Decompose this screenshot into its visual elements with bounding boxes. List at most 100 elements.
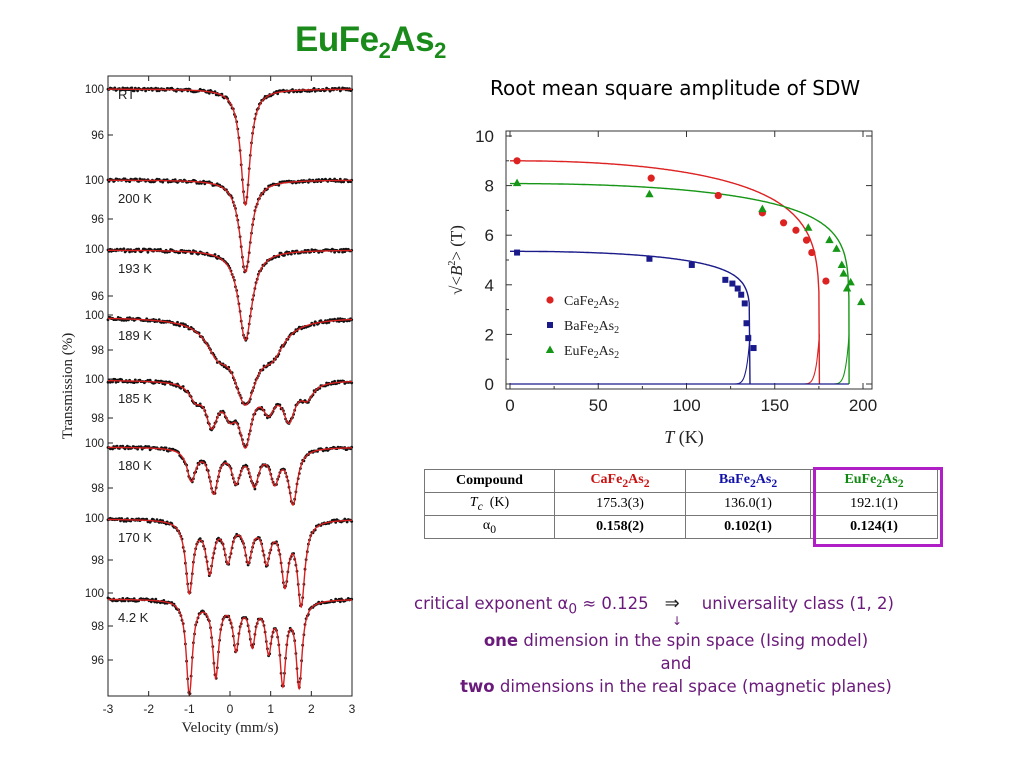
y-tick-label: 100 xyxy=(85,588,104,600)
cell-ba-alpha: 0.102(1) xyxy=(685,515,811,539)
data-point xyxy=(738,291,745,298)
spectrum-panel: 4.2 K 100 98 96 xyxy=(85,588,354,698)
spectrum-point xyxy=(333,177,336,181)
y-tick-label: 2 xyxy=(485,325,494,344)
fit-line xyxy=(510,182,850,385)
fit-line xyxy=(510,160,821,385)
implies-arrow-icon: ⇒ xyxy=(664,593,680,614)
sdw-chart-title: Root mean square amplitude of SDW xyxy=(490,76,861,100)
y-tick-label: 100 xyxy=(85,513,104,525)
header-cafe2as2: CaFe2As2 xyxy=(554,469,686,493)
data-point xyxy=(513,157,521,165)
panel-temperature-label: 185 K xyxy=(118,391,152,406)
data-point xyxy=(714,191,722,200)
cell-eu-alpha: 0.124(1) xyxy=(810,515,938,539)
data-point xyxy=(822,277,830,285)
spectrum-point xyxy=(198,537,202,540)
legend-marker xyxy=(545,345,555,353)
x-tick-label: 1 xyxy=(267,702,274,716)
cell-ca-tc: 175.3(3) xyxy=(554,492,686,516)
x-axis-label: Velocity (mm/s) xyxy=(181,720,278,736)
y-tick-label: 96 xyxy=(91,214,104,226)
x-tick-label: 200 xyxy=(849,396,877,415)
cell-eu-tc: 192.1(1) xyxy=(810,492,938,516)
data-point xyxy=(512,178,522,187)
data-point xyxy=(745,335,752,342)
spectrum-point xyxy=(336,317,340,321)
data-point xyxy=(758,204,767,213)
data-point xyxy=(779,219,788,227)
x-tick-label: -1 xyxy=(184,702,195,716)
data-point xyxy=(842,284,852,292)
data-point xyxy=(722,276,729,283)
panel-temperature-label: 180 K xyxy=(118,458,152,473)
data-point xyxy=(825,235,834,244)
data-point xyxy=(743,320,750,327)
down-arrow-icon: ↓ xyxy=(672,614,683,628)
cell-ca-alpha: 0.158(2) xyxy=(554,515,686,539)
y-tick-label: 96 xyxy=(91,291,104,303)
y-tick-label: 98 xyxy=(91,621,104,633)
data-point xyxy=(832,244,841,252)
y-axis-label: Transmission (%) xyxy=(60,333,76,440)
x-tick-label: 100 xyxy=(672,396,700,415)
spectrum-point xyxy=(132,381,136,384)
spectrum-point xyxy=(132,89,136,93)
spectrum-point xyxy=(128,250,131,254)
spectrum-point xyxy=(341,250,344,254)
y-tick-label: 100 xyxy=(85,244,104,256)
x-tick-label: 2 xyxy=(308,702,315,716)
x-tick-label: 0 xyxy=(227,702,234,716)
x-tick-label: 50 xyxy=(589,396,608,415)
slide-title: EuFe2As2 xyxy=(295,20,446,63)
table-row: Tc (K) 175.3(3) 136.0(1) 192.1(1) xyxy=(424,492,938,516)
x-tick-label: -3 xyxy=(103,702,114,716)
conclusion-text: critical exponent α0 ≈ 0.125 ⇒ universalit… xyxy=(396,592,956,698)
legend-label: CaFe2As2 xyxy=(564,294,619,311)
spectrum-panel: 180 K 100 98 xyxy=(85,438,354,506)
spectrum-point xyxy=(223,460,227,463)
data-point xyxy=(846,277,855,286)
row-label-alpha: α0 xyxy=(424,515,555,539)
y-tick-label: 100 xyxy=(85,438,104,450)
spectrum-point xyxy=(168,380,171,384)
fit-line-rise xyxy=(827,334,850,385)
spectrum-panel: 189 K 100 98 xyxy=(85,310,354,406)
y-tick-label: 100 xyxy=(85,310,104,322)
spectrum-point xyxy=(161,180,165,184)
fit-line xyxy=(510,250,751,385)
spectrum-point xyxy=(146,250,150,254)
spectrum-point xyxy=(136,89,139,93)
spectrum-point xyxy=(283,253,286,257)
table-row: α0 0.158(2) 0.102(1) 0.124(1) xyxy=(424,515,938,539)
y-tick-label: 0 xyxy=(485,375,494,394)
critical-parameters-table: Compound CaFe2As2 BaFe2As2 EuFe2As2 Tc (… xyxy=(424,469,938,539)
spectrum-point xyxy=(333,379,336,383)
data-point xyxy=(741,300,748,307)
y-tick-label: 100 xyxy=(85,374,104,386)
spectrum-point xyxy=(124,519,128,523)
y-tick-label: 98 xyxy=(91,413,104,425)
fit-line-rise xyxy=(728,334,751,385)
spectrum-point xyxy=(154,597,158,601)
data-point xyxy=(837,260,847,268)
spectrum-point xyxy=(137,247,141,251)
legend-marker xyxy=(546,296,554,304)
y-tick-label: 96 xyxy=(91,130,104,142)
y-tick-label: 100 xyxy=(85,175,104,187)
spectrum-point xyxy=(122,247,126,251)
plot-frame xyxy=(107,75,353,697)
data-point xyxy=(802,236,811,244)
spectrum-fit-line xyxy=(108,88,352,207)
header-compound: Compound xyxy=(424,469,555,493)
header-eufe2as2: EuFe2As2 xyxy=(810,469,938,493)
panel-temperature-label: 170 K xyxy=(118,530,152,545)
and-line: and xyxy=(660,654,692,673)
data-point xyxy=(514,249,521,256)
spectrum-point xyxy=(345,520,349,524)
sdw-amplitude-chart: 0 50 100 150 200 0 2 4 6 8 10 CaFe2As2 BaFe2As2 EuFe… xyxy=(447,127,877,448)
plot-frame xyxy=(505,130,873,390)
spectrum-fit-line xyxy=(108,598,352,698)
x-tick-label: 3 xyxy=(349,702,356,716)
